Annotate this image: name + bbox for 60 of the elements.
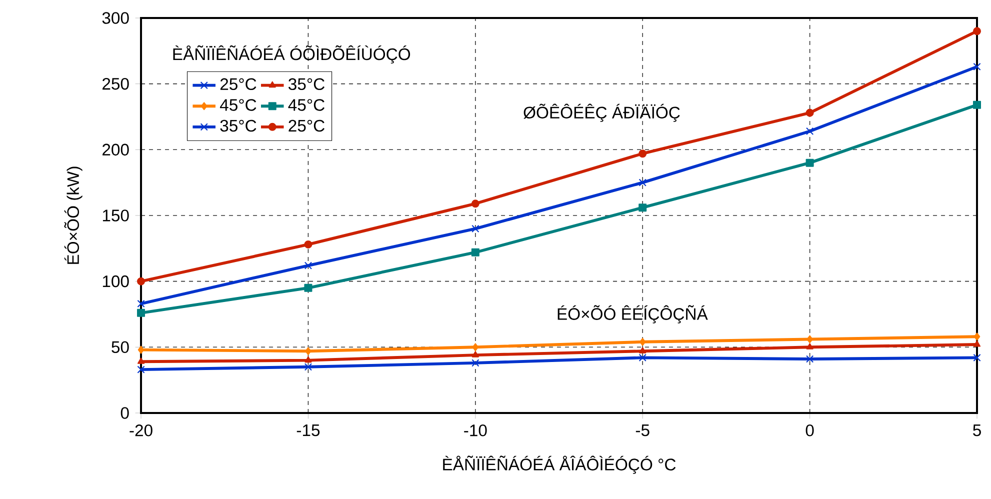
x-axis-title: ÈÅÑÏÏÊÑÁÓÉÁ ÅÎÁÔÌÉÓÇÓ °C (443, 456, 676, 474)
point (471, 200, 480, 208)
point (472, 343, 479, 352)
point (471, 248, 480, 256)
point (806, 355, 814, 363)
point (639, 347, 646, 354)
legend-label: 35°C (220, 120, 256, 132)
point (305, 347, 312, 356)
x-tick-label: -10 (464, 424, 487, 436)
point (304, 284, 312, 292)
annotation: ÉÓ×ÕÓ ÊÉÍÇÔÇÑÁ (558, 305, 708, 324)
point (137, 300, 145, 308)
point (638, 178, 646, 186)
point (137, 366, 145, 374)
point (137, 308, 146, 317)
point (304, 240, 312, 248)
point (138, 346, 144, 354)
y-tick-label: 150 (102, 210, 129, 222)
y-tick-label: 250 (102, 78, 129, 90)
point (973, 100, 981, 109)
legend-label: 45°C (288, 99, 324, 111)
point (973, 27, 981, 36)
x-tick-label: -15 (296, 424, 320, 436)
point (137, 277, 146, 286)
y-tick-label: 300 (102, 12, 129, 24)
point (806, 343, 814, 350)
point (806, 335, 813, 344)
annotation: ØÕÊÔÉÊÇ ÁÐÏÄÏÓÇ (524, 104, 680, 122)
y-tick-label: 200 (102, 144, 129, 156)
point (638, 150, 647, 158)
legend-label: 35°C (288, 78, 324, 90)
point (137, 358, 145, 364)
point (973, 354, 981, 362)
point (304, 262, 312, 270)
x-tick-label: -20 (130, 424, 152, 436)
legend-label: 45°C (220, 99, 256, 111)
point (639, 338, 646, 346)
point (973, 340, 981, 347)
point (806, 158, 814, 167)
point (638, 354, 646, 362)
legend-title: ÈÅÑÏÏÊÑÁÓÉÁ ÓÕÌÐÕÊÍÙÓÇÓ (173, 45, 410, 64)
x-tick-label: 5 (973, 424, 981, 436)
point (806, 127, 814, 136)
point (472, 359, 480, 367)
point (472, 351, 479, 358)
point (806, 108, 814, 117)
y-tick-label: 0 (120, 407, 129, 419)
x-tick-label: 0 (806, 424, 814, 436)
point (304, 356, 312, 363)
y-axis-title: ÉÓ×ÕÓ (kW) (64, 166, 82, 264)
point (638, 204, 647, 212)
y-tick-label: 50 (112, 341, 129, 354)
point (304, 363, 312, 371)
legend-label: 25°C (288, 120, 324, 132)
point (472, 224, 480, 232)
legend-label: 25°C (220, 78, 256, 90)
x-tick-label: -5 (636, 424, 650, 436)
point (974, 332, 980, 341)
point (973, 62, 981, 71)
y-tick-label: 100 (102, 275, 129, 288)
